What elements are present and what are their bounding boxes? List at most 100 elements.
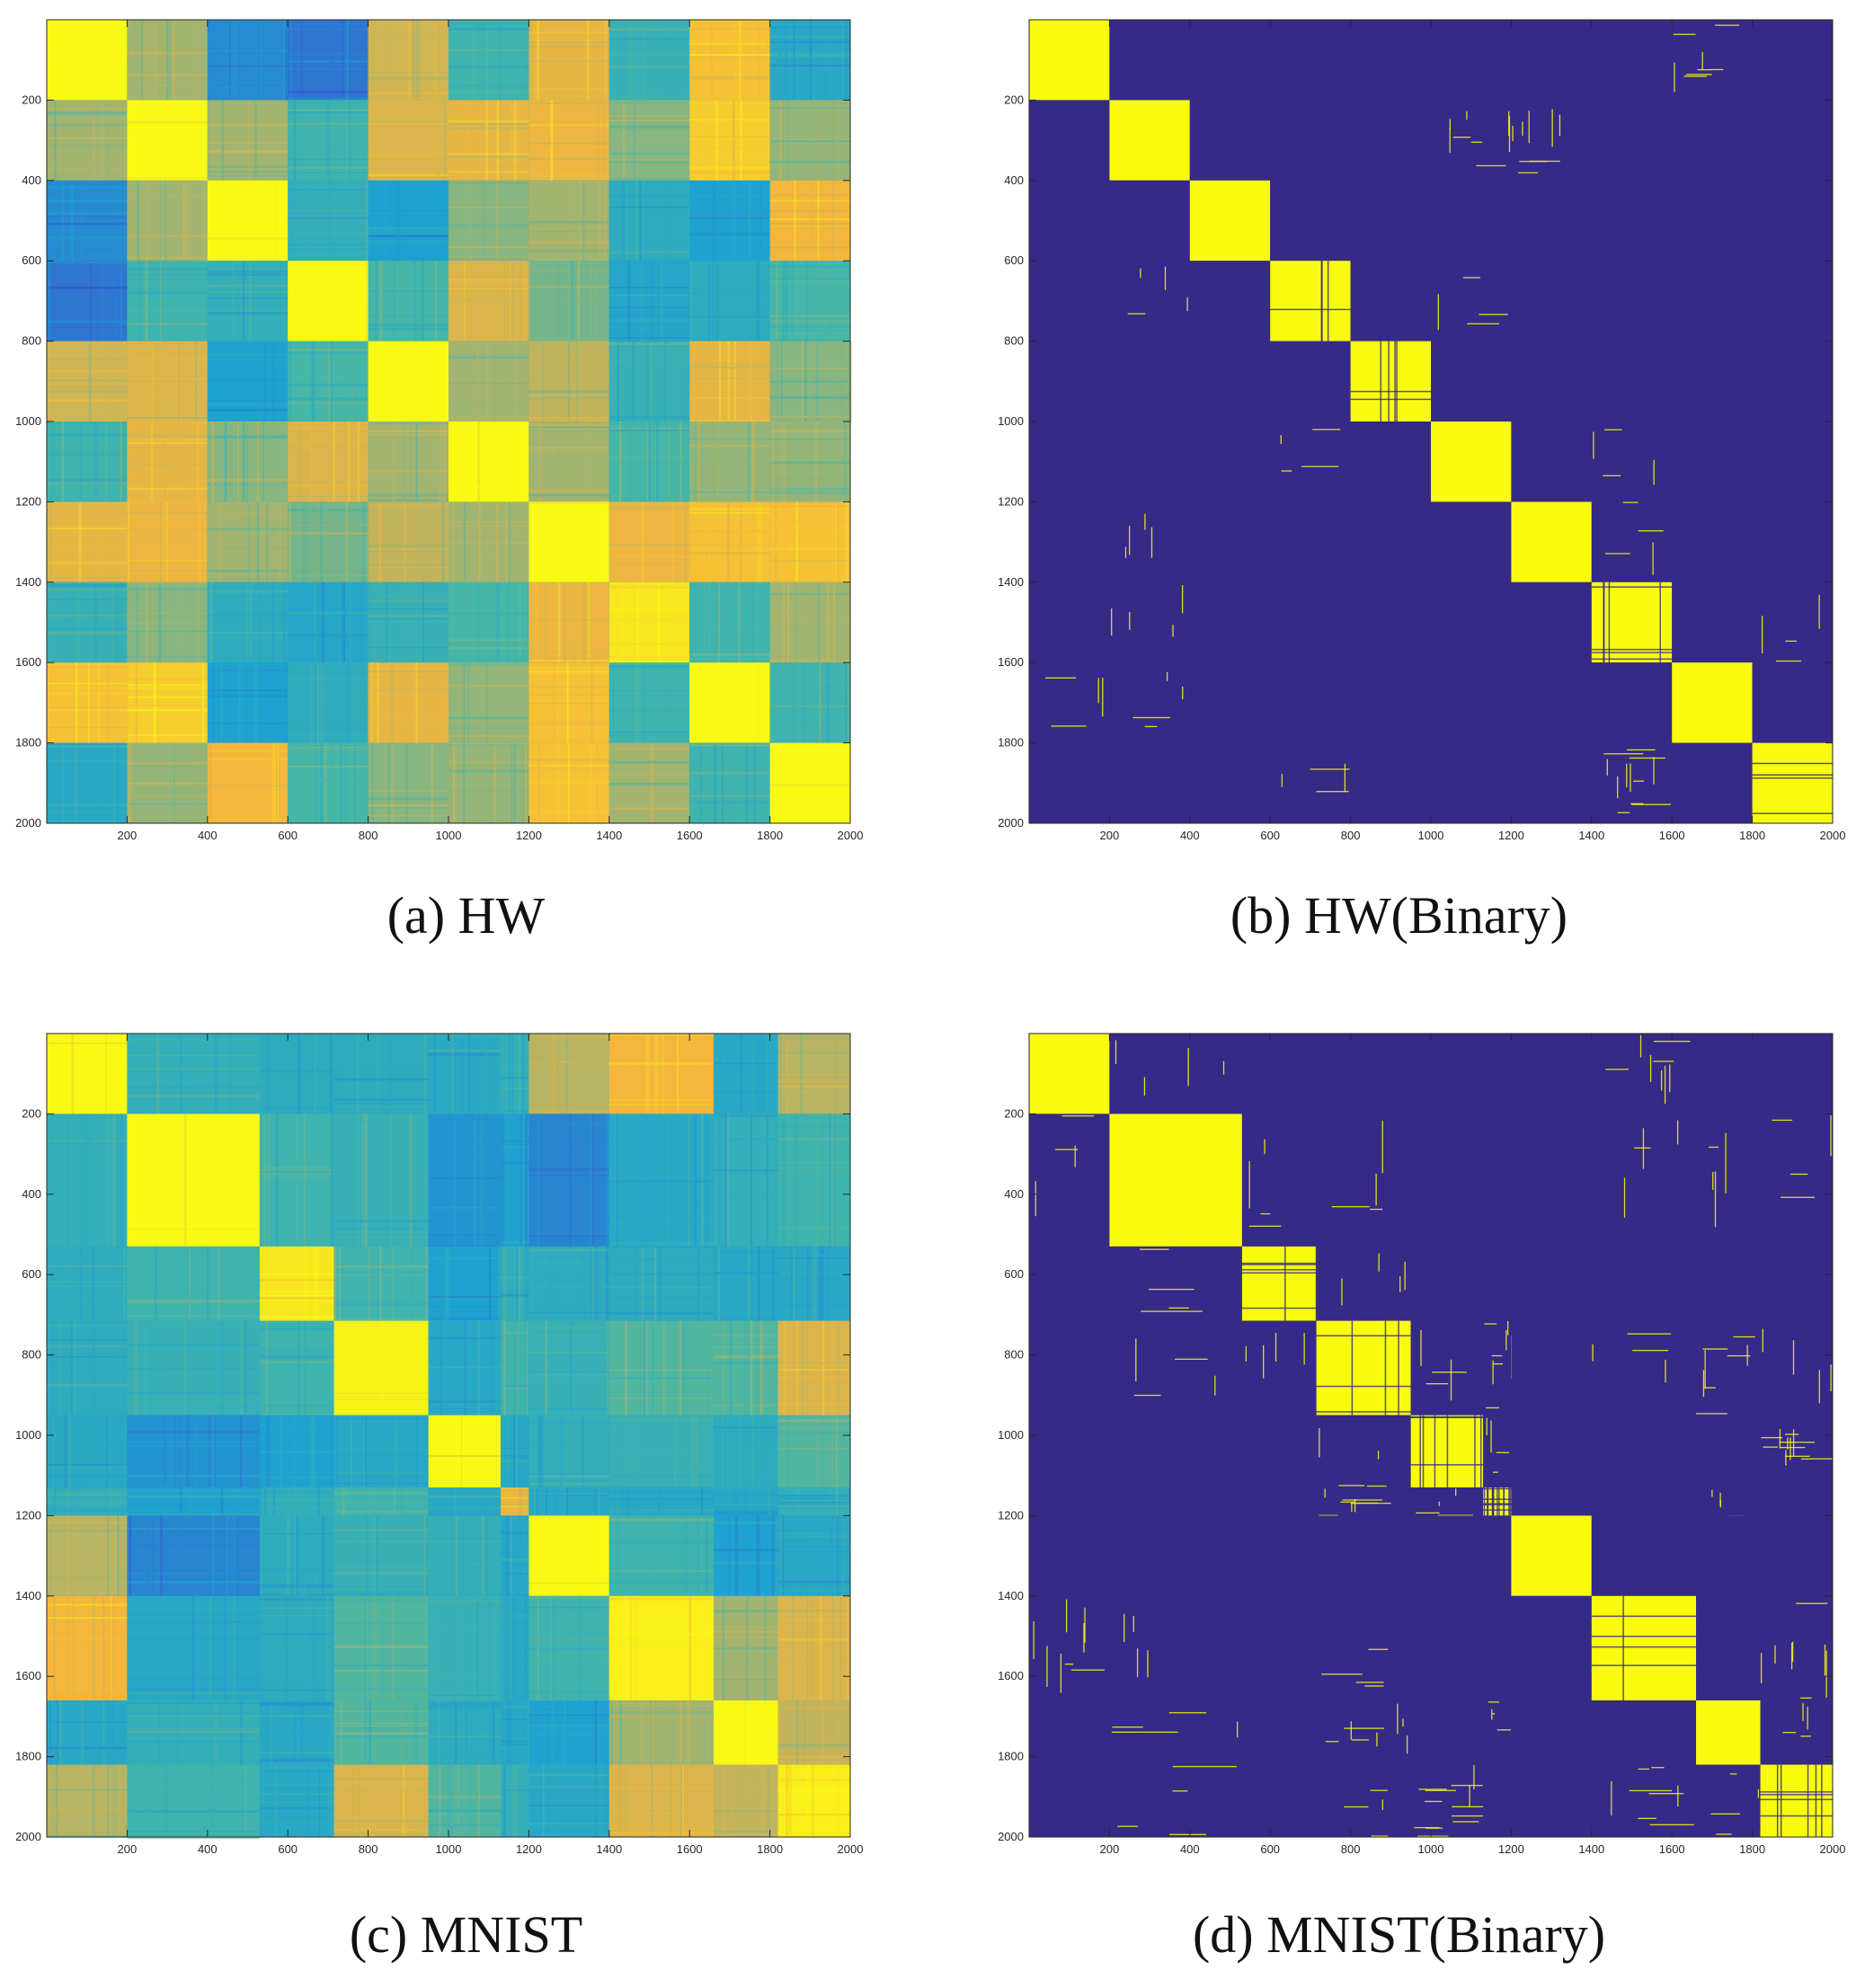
heatmap-block-5-9 [1760, 1487, 1833, 1516]
texture-line [481, 1595, 484, 1701]
texture-line [777, 1503, 850, 1506]
off-block-streak [1830, 1114, 1832, 1157]
texture-line [218, 1320, 221, 1416]
texture-line [606, 1114, 609, 1247]
texture-line [543, 261, 546, 342]
texture-line [357, 1114, 360, 1247]
texture-line [207, 124, 289, 127]
texture-line [333, 1722, 429, 1725]
texture-line [759, 180, 762, 262]
off-block-streak [1350, 1502, 1391, 1504]
texture-line [333, 1764, 429, 1767]
texture-line [127, 1730, 260, 1734]
texture-line [792, 1246, 795, 1321]
texture-line [501, 1740, 529, 1744]
texture-line [47, 746, 128, 749]
texture-line [777, 1589, 850, 1592]
texture-line [526, 1487, 528, 1516]
off-block-streak [1378, 1253, 1380, 1272]
heatmap-block-4-5 [1483, 1415, 1512, 1488]
texture-line [453, 1595, 456, 1701]
off-block-streak [1168, 1712, 1207, 1714]
heatmap-block-1-1 [1109, 1114, 1242, 1247]
texture-line [288, 29, 369, 31]
texture-line [528, 656, 609, 660]
texture-line [554, 1487, 556, 1516]
texture-line [747, 422, 750, 502]
texture-line [47, 265, 128, 268]
texture-line [714, 1676, 778, 1678]
texture-line [288, 677, 369, 680]
texture-line [714, 1169, 778, 1172]
texture-line [151, 422, 153, 502]
texture-line [333, 1459, 429, 1461]
texture-line [528, 1241, 609, 1244]
texture-line [528, 450, 609, 453]
off-block-streak [1432, 1371, 1467, 1373]
off-block-streak [1653, 459, 1655, 485]
texture-line [550, 581, 553, 663]
texture-line [329, 1764, 333, 1837]
texture-line [153, 20, 155, 101]
block-gap-line [1487, 1487, 1489, 1516]
texture-line [428, 1234, 502, 1236]
heatmap-block-2-1 [1109, 1246, 1242, 1321]
texture-line [190, 180, 192, 262]
heatmap-block-0-9 [1752, 20, 1833, 101]
texture-line [47, 663, 128, 666]
texture-line [428, 1540, 502, 1542]
block-gap-line [1503, 1487, 1505, 1516]
texture-line [127, 463, 208, 466]
off-block-streak [1133, 1394, 1161, 1397]
off-block-streak [1182, 686, 1184, 699]
texture-line [319, 1764, 321, 1837]
texture-line [111, 1764, 114, 1837]
off-block-streak [1377, 1451, 1380, 1460]
texture-line [826, 662, 830, 743]
texture-line [298, 1034, 300, 1114]
texture-line [528, 541, 609, 544]
texture-line [288, 524, 369, 526]
texture-line [288, 248, 369, 251]
texture-line [836, 581, 838, 663]
off-block-streak [1761, 616, 1763, 653]
texture-line [448, 153, 529, 156]
texture-line [207, 353, 289, 356]
texture-line [66, 1487, 69, 1516]
heatmap-block-4-2 [1241, 1415, 1317, 1488]
texture-line [377, 1034, 379, 1114]
texture-line [145, 261, 148, 342]
texture-line [207, 22, 289, 24]
off-block-streak [1402, 1718, 1404, 1727]
texture-line [801, 1595, 803, 1701]
y-tick-label: 1000 [15, 414, 41, 428]
texture-line [428, 1563, 502, 1566]
texture-line [826, 1415, 830, 1488]
texture-line [714, 1138, 778, 1140]
texture-line [777, 1228, 850, 1229]
heatmap-block-1-7 [608, 1114, 715, 1247]
texture-line [368, 713, 448, 715]
texture-line [254, 662, 257, 743]
heatmap-block-7-0 [1029, 1595, 1110, 1701]
texture-line [608, 1502, 715, 1504]
off-block-streak [1611, 1780, 1612, 1815]
texture-line [528, 102, 609, 105]
texture-line [501, 1114, 504, 1247]
texture-line [71, 1320, 73, 1416]
texture-line [501, 1504, 529, 1506]
texture-line [66, 1515, 69, 1596]
texture-line [180, 1487, 182, 1516]
off-block-streak [1683, 75, 1708, 77]
texture-line [537, 1415, 541, 1488]
texture-line [259, 1431, 334, 1433]
texture-line [528, 174, 609, 178]
texture-line [769, 547, 850, 551]
texture-line [777, 1090, 850, 1094]
texture-line [611, 1700, 613, 1765]
texture-line [290, 180, 293, 262]
off-block-streak [1147, 1650, 1149, 1678]
texture-line [428, 1706, 502, 1708]
heatmap-block-0-0 [47, 1034, 128, 1114]
heatmap-block-1-1 [1109, 100, 1190, 181]
